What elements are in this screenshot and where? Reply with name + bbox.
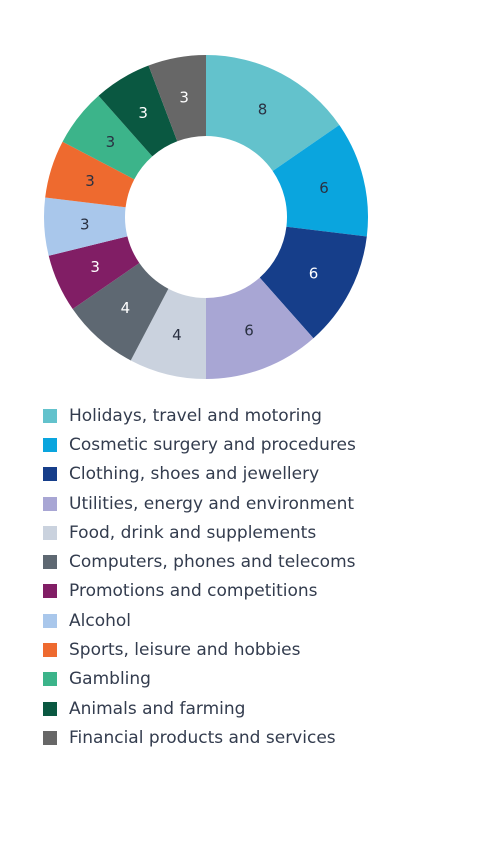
donut-value-labels: 8 6 6 6 4 4 3 3 3 3 3 3 [80, 88, 329, 343]
donut-slice-value-label: 4 [172, 326, 182, 344]
donut-slice-value-label: 3 [179, 88, 189, 106]
legend-item: Holidays, travel and motoring [43, 401, 356, 430]
legend-swatch [43, 467, 57, 482]
legend-label: Food, drink and supplements [69, 522, 317, 543]
legend-swatch [43, 584, 57, 599]
legend-swatch [43, 613, 57, 628]
legend-label: Clothing, shoes and jewellery [69, 464, 320, 485]
legend-swatch [43, 437, 57, 452]
legend-label: Utilities, energy and environment [69, 493, 355, 514]
legend-item: Sports, leisure and hobbies [43, 635, 356, 664]
donut-slice-value-label: 6 [244, 322, 254, 340]
legend-label: Animals and farming [69, 698, 246, 719]
donut-slice-value-label: 6 [319, 179, 329, 197]
legend-swatch [43, 730, 57, 745]
donut-slice [206, 277, 314, 379]
legend-item: Utilities, energy and environment [43, 489, 356, 518]
donut-slice [44, 197, 128, 256]
legend-label: Promotions and competitions [69, 581, 318, 602]
donut-slice [130, 288, 206, 379]
legend-label: Gambling [69, 669, 151, 690]
donut-slice [98, 65, 178, 157]
donut-slice [206, 55, 340, 171]
legend-item: Clothing, shoes and jewellery [43, 460, 356, 489]
legend-item: Cosmetic surgery and procedures [43, 430, 356, 459]
donut-slice [48, 236, 140, 310]
legend-swatch [43, 672, 57, 687]
legend-swatch [43, 555, 57, 570]
legend-item: Financial products and services [43, 723, 356, 752]
donut-slice-value-label: 3 [106, 133, 116, 151]
legend-item: Alcohol [43, 606, 356, 635]
donut-slice-value-label: 8 [258, 100, 268, 118]
donut-slice-value-label: 3 [85, 172, 95, 190]
legend-swatch [43, 525, 57, 540]
legend-item: Computers, phones and telecoms [43, 547, 356, 576]
donut-slice [148, 55, 206, 142]
donut-slice [259, 226, 367, 339]
legend-item: Food, drink and supplements [43, 518, 356, 547]
donut-slice [62, 95, 153, 180]
legend-label: Holidays, travel and motoring [69, 405, 322, 426]
donut-slice [272, 124, 368, 237]
donut-slice [45, 141, 135, 208]
legend-label: Sports, leisure and hobbies [69, 640, 301, 661]
legend-item: Animals and farming [43, 694, 356, 723]
donut-slice-value-label: 3 [80, 215, 90, 233]
donut-chart: 8 6 6 6 4 4 3 3 3 3 3 3 [44, 55, 368, 379]
donut-slice [72, 263, 169, 361]
legend-label: Cosmetic surgery and procedures [69, 434, 356, 455]
legend-swatch [43, 408, 57, 423]
legend-swatch [43, 643, 57, 658]
legend-label: Computers, phones and telecoms [69, 552, 356, 573]
legend-label: Alcohol [69, 610, 131, 631]
donut-slices [44, 55, 368, 379]
legend-swatch [43, 701, 57, 716]
legend-item: Gambling [43, 665, 356, 694]
donut-slice-value-label: 6 [309, 264, 319, 282]
legend-label: Financial products and services [69, 727, 336, 748]
donut-slice-value-label: 3 [138, 104, 148, 122]
donut-slice-value-label: 3 [90, 258, 100, 276]
legend-item: Promotions and competitions [43, 577, 356, 606]
chart-legend: Holidays, travel and motoring Cosmetic su… [43, 401, 356, 753]
legend-swatch [43, 496, 57, 511]
donut-slice-value-label: 4 [121, 299, 131, 317]
